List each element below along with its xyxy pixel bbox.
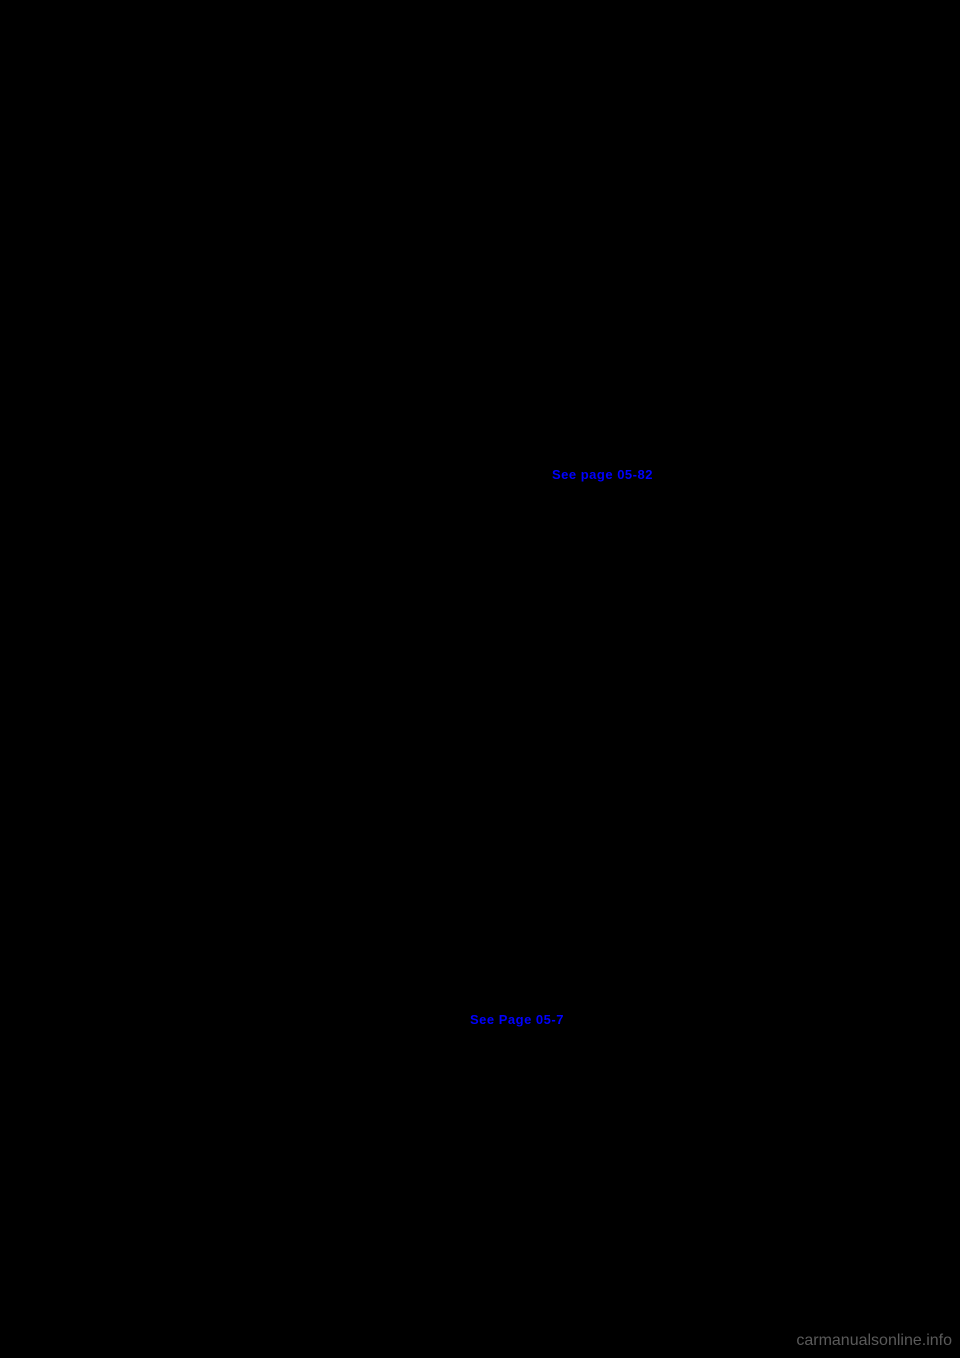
watermark-text: carmanualsonline.info (796, 1332, 952, 1350)
page-reference-link[interactable]: See page 05-82 (552, 467, 653, 482)
page-reference-link[interactable]: See Page 05-7 (470, 1012, 564, 1027)
